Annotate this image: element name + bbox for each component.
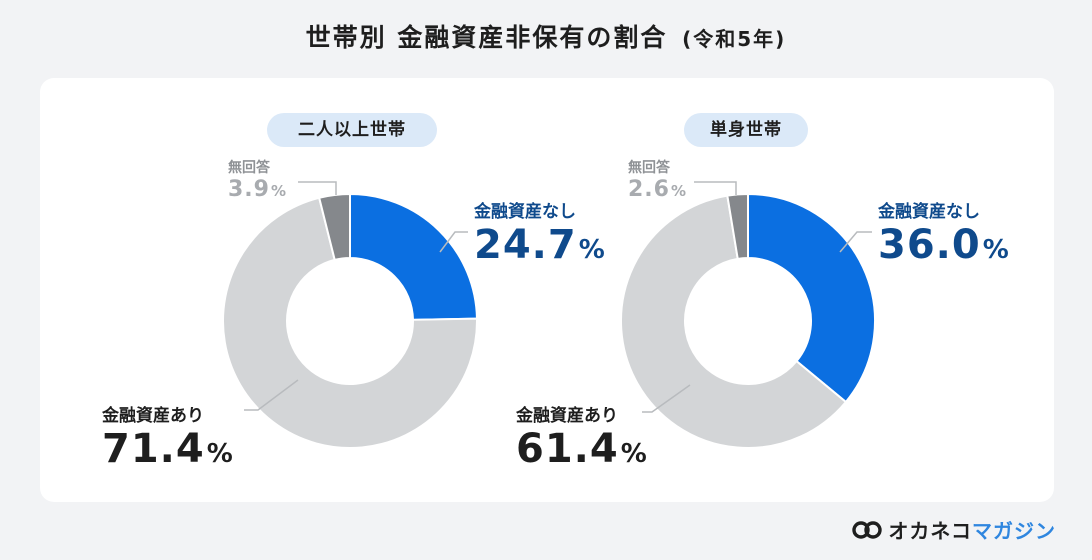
chart-2-label-none-value: 36.0: [878, 222, 981, 268]
leader-line-2-na: [694, 181, 737, 195]
brand-name-a: オカネコ: [888, 519, 972, 543]
chart-card: [40, 78, 1054, 502]
chart-1-label-have: 金融資産あり 71.4%: [102, 401, 233, 472]
chart-2-slice-none: [747, 192, 876, 404]
chart-2-label-none: 金融資産なし 36.0%: [878, 197, 1009, 268]
chart-2-label-have-value: 61.4: [516, 426, 619, 472]
chart-1-label-have-unit: %: [206, 439, 233, 469]
chart-2-slice-have: [620, 194, 848, 449]
chart-1-label-none: 金融資産なし 24.7%: [474, 197, 605, 268]
chart-1-label-none-name: 金融資産なし: [474, 202, 576, 222]
donut-1-slices: [222, 192, 478, 449]
chart-1-slice-have: [222, 196, 478, 449]
brand-name-b: マガジン: [972, 519, 1056, 543]
donut-2-slices: [620, 192, 876, 449]
chart-2-label-none-unit: %: [982, 235, 1009, 265]
title-text: 世帯別 金融資産非保有の割合: [305, 23, 668, 52]
leader-line-1-have: [244, 379, 299, 411]
chart-1-label-none-unit: %: [578, 235, 605, 265]
page-title: 世帯別 金融資産非保有の割合 (令和5年): [0, 18, 1092, 54]
chart-2-slice-no-answer: [726, 192, 749, 260]
leader-line-2-have: [642, 384, 691, 413]
chart-1-label-none-value: 24.7: [474, 222, 577, 268]
chart-1-label-na-name: 無回答: [228, 160, 270, 176]
chart-2-label-na-unit: %: [670, 182, 687, 200]
chart-1-label-na-unit: %: [270, 182, 287, 200]
chart-1-label-have-value: 71.4: [102, 426, 205, 472]
chart-1-label-na: 無回答 3.9%: [228, 157, 286, 202]
chart-2-label-have: 金融資産あり 61.4%: [516, 401, 647, 472]
chart-2-label-na-value: 2.6: [628, 177, 670, 202]
chart-2-label-none-name: 金融資産なし: [878, 202, 980, 222]
brand-logo: オカネコ マガジン: [852, 515, 1056, 544]
title-subtitle: (令和5年): [682, 27, 787, 51]
chart-1-label-have-name: 金融資産あり: [102, 406, 204, 426]
leader-line-1-none: [439, 231, 468, 253]
chart-1-title-pill: 二人以上世帯: [267, 113, 437, 147]
chart-2-label-na-name: 無回答: [628, 160, 670, 176]
chart-1-slice-none: [349, 192, 478, 321]
chart-2-label-have-unit: %: [620, 439, 647, 469]
cat-face-icon: [852, 520, 883, 539]
chart-2-title-pill: 単身世帯: [684, 113, 808, 147]
leader-line-1-na: [298, 181, 337, 195]
chart-2-label-na: 無回答 2.6%: [628, 157, 686, 202]
leader-line-2-none: [839, 231, 872, 253]
chart-1-slice-no-answer: [317, 192, 351, 262]
chart-1-label-na-value: 3.9: [228, 177, 270, 202]
chart-2-label-have-name: 金融資産あり: [516, 406, 618, 426]
